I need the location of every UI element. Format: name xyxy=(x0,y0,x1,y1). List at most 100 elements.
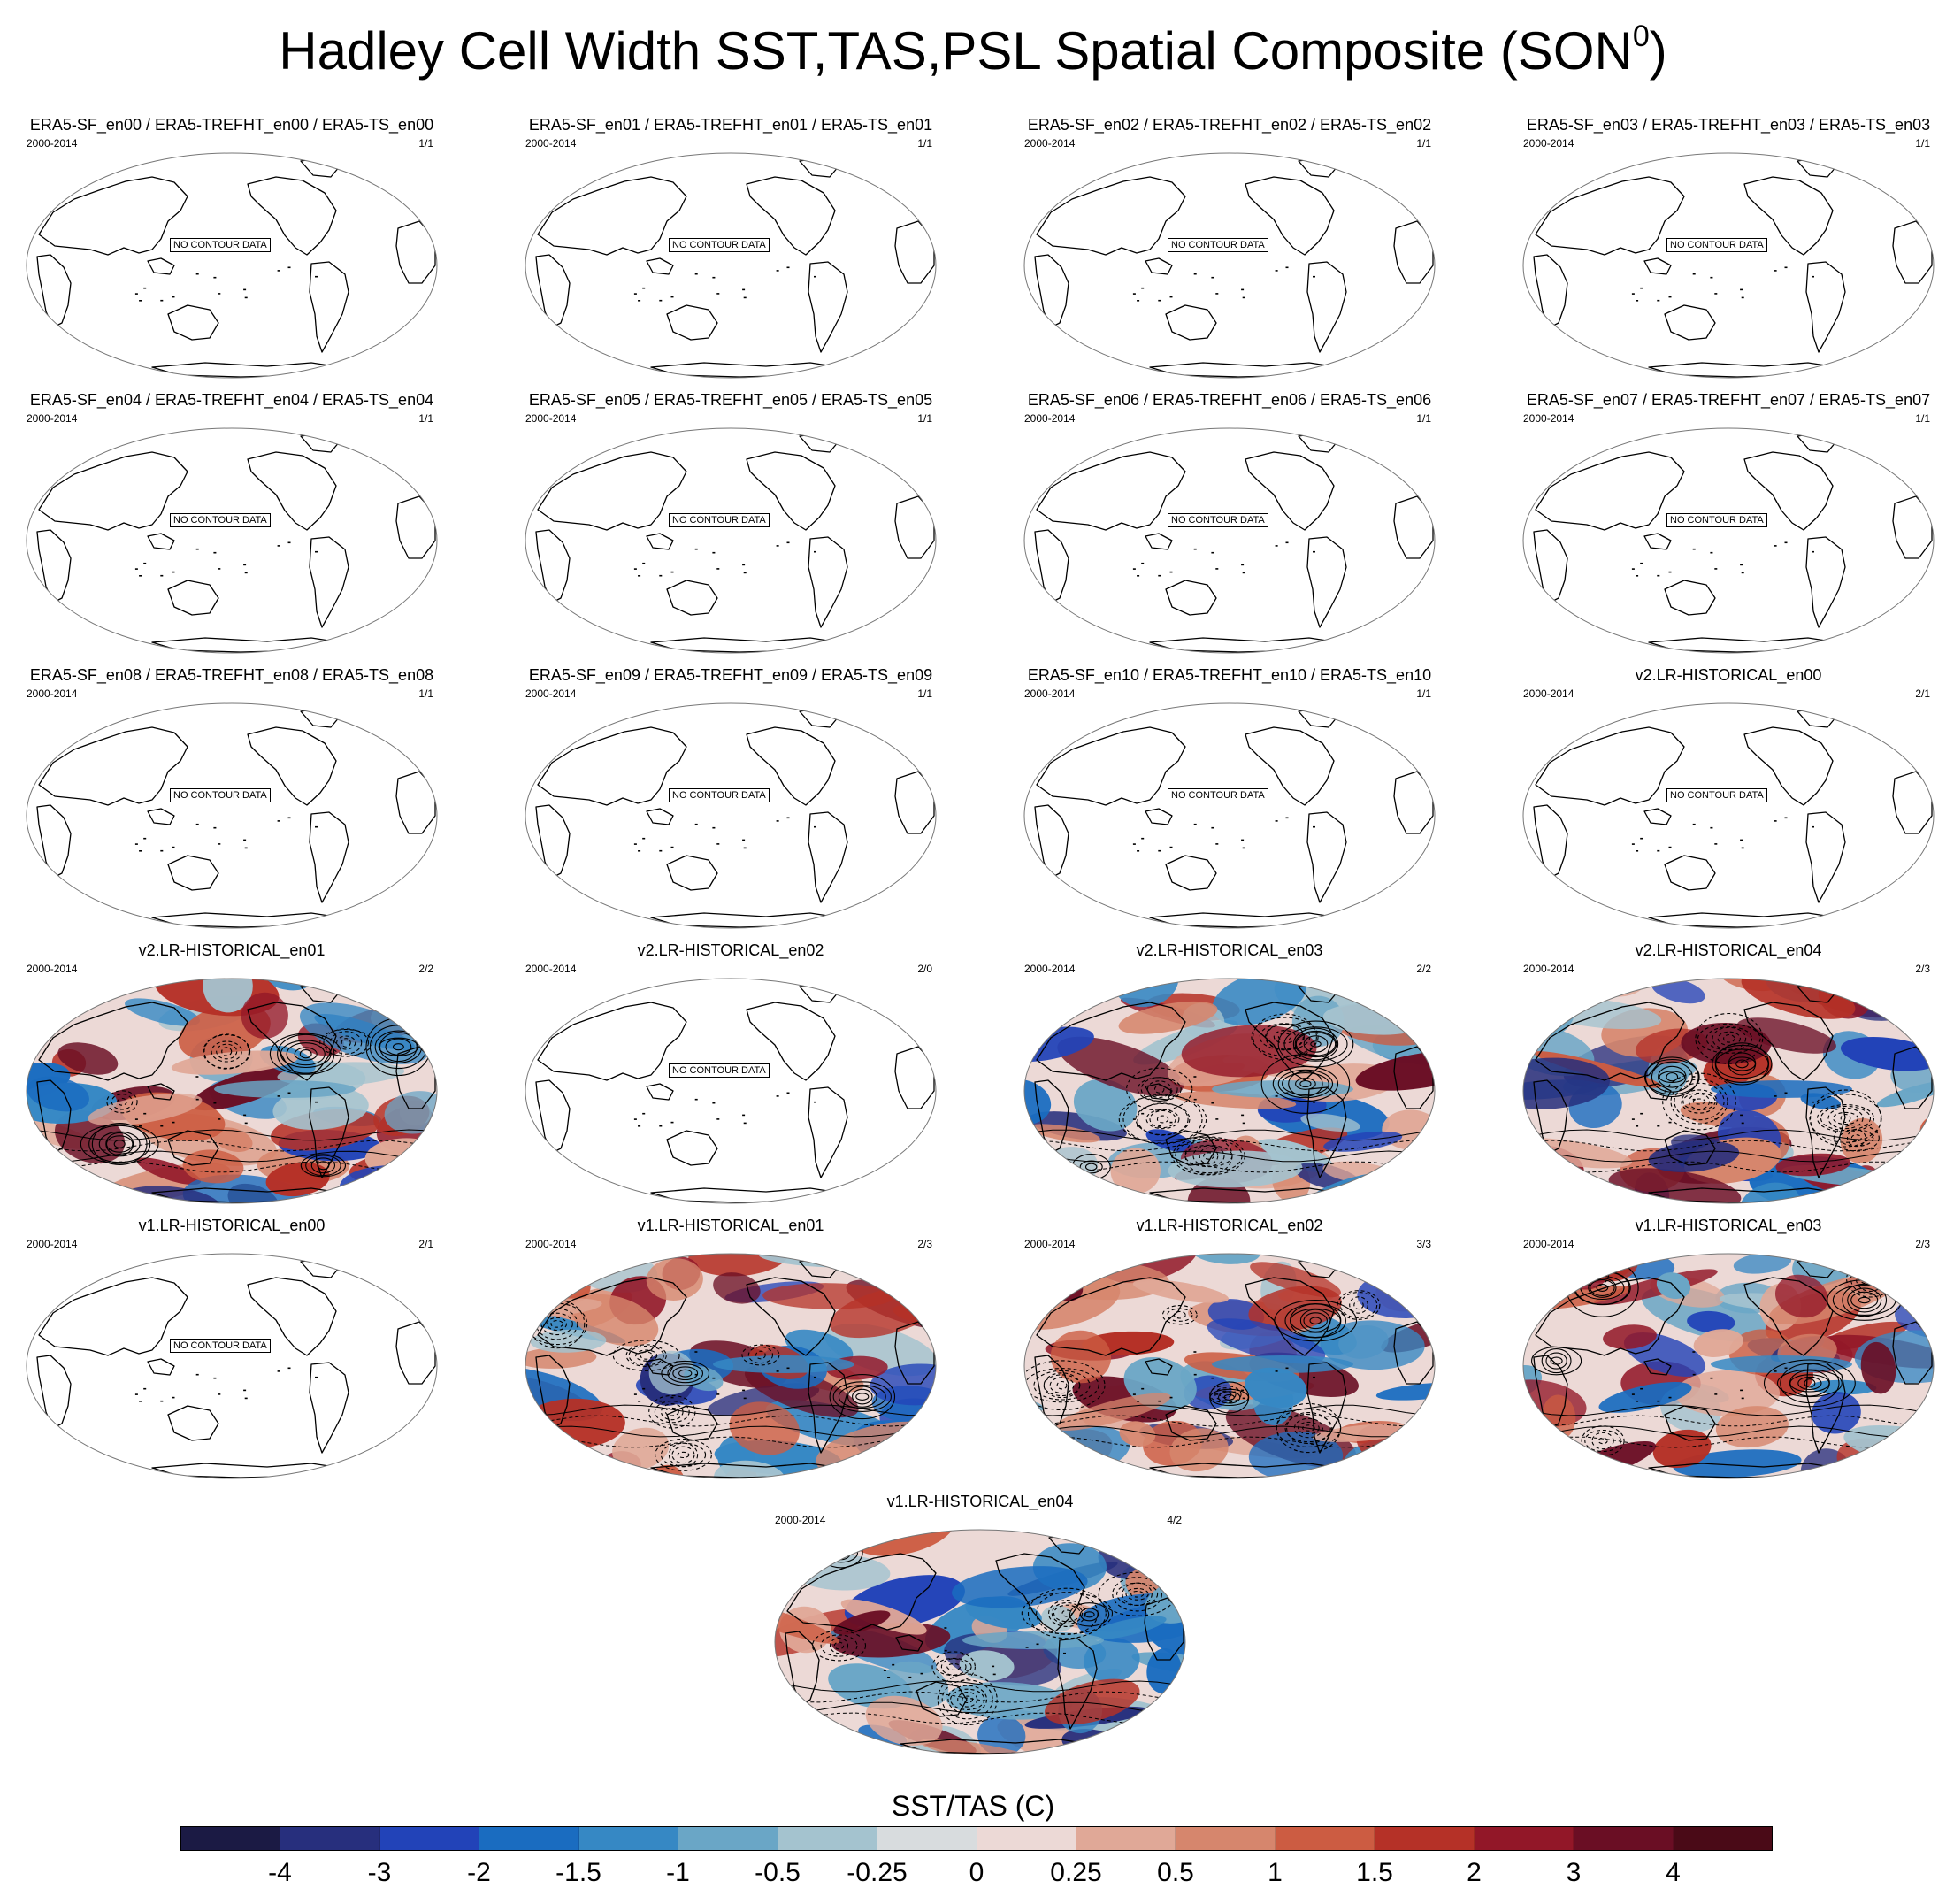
island xyxy=(243,1114,247,1117)
panel-title: v2.LR-HISTORICAL_en02 xyxy=(637,941,824,959)
psl-contour-negative xyxy=(612,1340,680,1371)
psl-contour-positive xyxy=(1545,1352,1567,1370)
no-contour-label: NO CONTOUR DATA xyxy=(669,238,770,253)
psl-contour-negative xyxy=(829,1637,849,1654)
psl-contour-positive xyxy=(1858,1296,1871,1304)
psl-contour-negative xyxy=(628,1345,664,1366)
map-panel: ERA5-SF_en02 / ERA5-TREFHT_en02 / ERA5-T… xyxy=(1017,117,1442,382)
island xyxy=(1215,568,1219,570)
coastline-1 xyxy=(1533,1355,1568,1429)
island xyxy=(966,1670,969,1671)
map-panel: ERA5-SF_en09 / ERA5-TREFHT_en09 / ERA5-T… xyxy=(518,667,943,933)
colorbar-cell xyxy=(578,1827,679,1850)
island xyxy=(1710,276,1713,279)
island xyxy=(1710,826,1713,829)
no-contour-label: NO CONTOUR DATA xyxy=(669,1063,770,1079)
psl-contour-negative xyxy=(1692,1098,1706,1105)
island xyxy=(814,1376,816,1378)
panel-ratio: 2/1 xyxy=(1915,687,1930,700)
island xyxy=(638,850,641,852)
anomaly-blob xyxy=(1741,979,1856,1019)
globe-outline xyxy=(1023,427,1436,654)
island xyxy=(1714,1118,1718,1120)
psl-contour-negative xyxy=(660,1442,707,1468)
psl-contour-positive xyxy=(1541,1348,1572,1374)
psl-contour-negative xyxy=(1135,1102,1191,1136)
no-contour-label: NO CONTOUR DATA xyxy=(170,1339,271,1354)
psl-contour-negative xyxy=(937,1673,998,1726)
island xyxy=(315,825,318,828)
map-panel: v1.LR-HISTORICAL_en00 2000-2014 2/1 NO CONT… xyxy=(19,1217,444,1483)
anomaly-blob xyxy=(1084,1638,1140,1683)
coastline-5 xyxy=(808,1086,848,1178)
island xyxy=(742,1389,746,1392)
coastline-5 xyxy=(808,1362,848,1454)
globe-outline xyxy=(525,702,937,929)
coastline-0 xyxy=(786,1553,937,1632)
psl-contour-negative xyxy=(935,1657,972,1677)
psl-contour-negative xyxy=(1349,1296,1368,1314)
panel-ratio: 2/3 xyxy=(917,1238,932,1250)
psl-contour-positive xyxy=(852,1388,873,1405)
island xyxy=(1812,275,1814,278)
globe-outline xyxy=(1023,1253,1436,1479)
map-panel: ERA5-SF_en04 / ERA5-TREFHT_en04 / ERA5-T… xyxy=(19,392,444,657)
island xyxy=(1242,1122,1245,1125)
psl-contour-positive xyxy=(1295,1078,1316,1090)
island xyxy=(160,1125,164,1127)
anomaly-blob xyxy=(212,1127,253,1153)
island xyxy=(243,839,247,841)
coastline-2 xyxy=(646,1358,674,1376)
island xyxy=(1631,1393,1635,1395)
panel-period: 2000-2014 xyxy=(775,1514,826,1526)
coastline-1 xyxy=(535,1079,571,1154)
psl-contour-negative xyxy=(1820,1105,1872,1132)
psl-contour-negative xyxy=(741,1344,780,1366)
psl-contour-negative xyxy=(1588,1270,1602,1279)
psl-contour-positive xyxy=(1084,1163,1098,1171)
psl-contour-zonal xyxy=(525,1404,936,1416)
colorbar-cell xyxy=(977,1827,1076,1850)
coastline-2 xyxy=(147,533,175,550)
colorbar-cell xyxy=(778,1827,878,1850)
coastline-5 xyxy=(309,1362,349,1454)
island xyxy=(1313,1376,1315,1378)
island xyxy=(670,1121,674,1124)
psl-contour-positive xyxy=(98,1131,141,1157)
equatorial-anomaly xyxy=(1711,1355,1852,1373)
coastline-3 xyxy=(1165,855,1217,891)
colorbar-tick-label: -2 xyxy=(467,1858,491,1887)
island xyxy=(134,568,138,570)
island xyxy=(694,548,698,550)
coastline-2 xyxy=(646,1083,674,1101)
colorbar-cell xyxy=(479,1827,579,1850)
psl-contour-negative xyxy=(1840,1113,1851,1124)
coastline-2 xyxy=(1643,1358,1672,1376)
island xyxy=(1285,266,1289,269)
island xyxy=(315,550,318,553)
globe-map xyxy=(525,1253,937,1479)
island xyxy=(1241,564,1245,566)
coastline-1 xyxy=(785,1631,820,1705)
island xyxy=(716,1393,720,1395)
island xyxy=(277,270,280,272)
island xyxy=(1211,1102,1214,1104)
island xyxy=(742,839,746,841)
island xyxy=(1636,300,1639,302)
island xyxy=(743,1122,747,1125)
anomaly-blob xyxy=(688,1254,790,1277)
anomaly-blob xyxy=(1207,1318,1326,1364)
island xyxy=(1741,1397,1744,1400)
anomaly-blob xyxy=(125,998,200,1026)
globe-map xyxy=(1522,152,1935,379)
coastline-0 xyxy=(537,451,687,531)
coastline-3 xyxy=(1664,1130,1716,1166)
panel-title: ERA5-SF_en00 / ERA5-TREFHT_en00 / ERA5-T… xyxy=(29,116,434,134)
island xyxy=(638,1401,641,1402)
coastline-2 xyxy=(646,533,674,550)
psl-contour-negative xyxy=(671,1446,695,1464)
island xyxy=(887,1677,891,1678)
island xyxy=(1215,1393,1219,1395)
map-panel: ERA5-SF_en06 / ERA5-TREFHT_en06 / ERA5-T… xyxy=(1017,392,1442,657)
panel-ratio: 1/1 xyxy=(1416,137,1431,150)
